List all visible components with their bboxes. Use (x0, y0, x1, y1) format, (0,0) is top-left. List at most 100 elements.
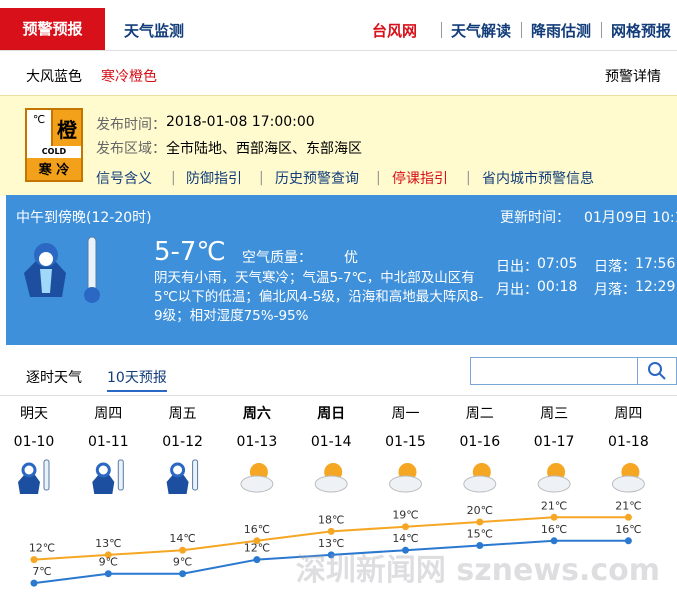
temp-point-low (624, 537, 632, 545)
temp-label-high: 18℃ (318, 513, 344, 526)
day-name: 明天 (20, 406, 48, 422)
weather-icon (18, 459, 50, 494)
temp-label-low: 15℃ (467, 528, 493, 541)
temp-point-high (30, 556, 38, 564)
icon-head (170, 462, 186, 478)
separator: | (171, 170, 176, 186)
sun-label: 月出： (496, 282, 538, 298)
icon-en: COLD (27, 146, 81, 158)
icon-cloud (240, 475, 274, 493)
sun-time: 17:56 (635, 256, 676, 272)
link[interactable]: 省内城市预警信息 (482, 171, 594, 187)
icon-thermo (117, 459, 124, 491)
temp-label-high: 14℃ (169, 532, 195, 545)
day-name: 周四 (94, 406, 122, 422)
day-name: 周二 (466, 406, 494, 422)
icon-cn: 寒 冷 (38, 163, 70, 178)
day-date: 01-16 (459, 434, 500, 450)
nav-link[interactable]: 台风网 (372, 22, 418, 40)
day-name: 周五 (169, 406, 197, 422)
temp-point-low (253, 556, 261, 564)
icon-cloud (463, 475, 497, 493)
forecast-tab[interactable]: 逐时天气 (26, 370, 82, 386)
weather-icon (537, 463, 571, 493)
day-date: 01-10 (14, 434, 55, 450)
day-name: 周日 (317, 406, 345, 422)
day-date: 01-11 (88, 434, 129, 450)
nav-link[interactable]: 天气解读 (451, 22, 512, 40)
day-name: 周六 (243, 405, 271, 422)
update-label: 更新时间： (500, 210, 570, 226)
tab[interactable]: 天气监测 (124, 22, 185, 40)
link[interactable]: 历史预警查询 (275, 171, 359, 187)
separator: | (376, 170, 381, 186)
temp-point-low (104, 570, 112, 578)
update-time: 01月09日 10:12 (584, 210, 677, 226)
temp-point-low (179, 570, 187, 578)
period: 中午到傍晚(12-20时) (16, 210, 152, 226)
link[interactable]: 防御指引 (186, 171, 242, 187)
tab-active[interactable]: 预警预报 (0, 8, 105, 50)
weather-icon (166, 459, 199, 494)
temp-label-high: 21℃ (615, 499, 641, 512)
time: 2018-01-08 17:00:00 (166, 114, 315, 130)
day-name: 周四 (614, 406, 642, 422)
warning-panel (0, 95, 677, 196)
nav-link[interactable]: 降雨估测 (531, 22, 592, 40)
day-name: 周三 (540, 406, 568, 422)
divider (0, 395, 677, 396)
temp-label-high: 12℃ (29, 542, 55, 555)
temp-point-high (253, 537, 261, 545)
day-date: 01-18 (608, 434, 649, 450)
weather-icon (463, 463, 497, 493)
nav-link[interactable]: 网格预报 (611, 22, 672, 40)
icon-unit: ℃ (27, 110, 53, 146)
temp-label-low: 14℃ (392, 532, 418, 545)
sun-label: 月落： (594, 282, 636, 298)
area: 全市陆地、西部海区、东部海区 (166, 141, 362, 157)
weather-icon (611, 463, 645, 493)
temp-label-low: 16℃ (541, 523, 567, 536)
icon-head (95, 462, 111, 478)
temp-point-low (476, 542, 484, 549)
temperature: 5-7℃ (154, 237, 226, 267)
icon-cloud (611, 475, 645, 493)
sun-label: 日出： (496, 259, 538, 275)
temp-label-high: 21℃ (541, 499, 567, 512)
top-nav (0, 0, 677, 51)
temp-point-high (624, 513, 632, 521)
day-date: 01-15 (385, 434, 426, 450)
temp-point-high (179, 546, 187, 554)
day-date: 01-14 (311, 434, 352, 450)
day-date: 01-17 (534, 434, 575, 450)
sub-tab[interactable]: 大风蓝色 (26, 69, 82, 85)
temp-point-high (402, 523, 409, 531)
temp-point-low (327, 551, 335, 559)
temp-label-high: 20℃ (467, 504, 493, 517)
temp-label-low: 12℃ (244, 542, 270, 555)
icon-level: 橙 (57, 118, 77, 142)
label: 发布时间： (96, 117, 166, 133)
forecast-tab-active[interactable]: 10天预报 (107, 367, 167, 392)
day-name: 周一 (392, 406, 420, 422)
link[interactable]: 停课指引 (392, 171, 448, 187)
temp-point-high (550, 513, 558, 521)
temp-label-low: 13℃ (318, 537, 344, 550)
link[interactable]: 信号含义 (96, 171, 152, 187)
search-button[interactable] (637, 357, 677, 385)
sun-label: 日落： (594, 259, 636, 275)
separator: | (259, 170, 264, 186)
aqi-label: 空气质量： (242, 250, 312, 266)
temp-label-low: 16℃ (615, 523, 641, 536)
sun-time: 07:05 (537, 256, 578, 272)
separator: | (466, 170, 471, 186)
icon-thermo (43, 459, 50, 491)
temp-label-low: 9℃ (173, 556, 192, 569)
icon-cloud (314, 475, 348, 493)
day-date: 01-13 (237, 434, 278, 450)
detail-link[interactable]: 预警详情 (605, 69, 661, 85)
sun-time: 00:18 (537, 279, 578, 295)
temp-point-high (104, 551, 112, 559)
